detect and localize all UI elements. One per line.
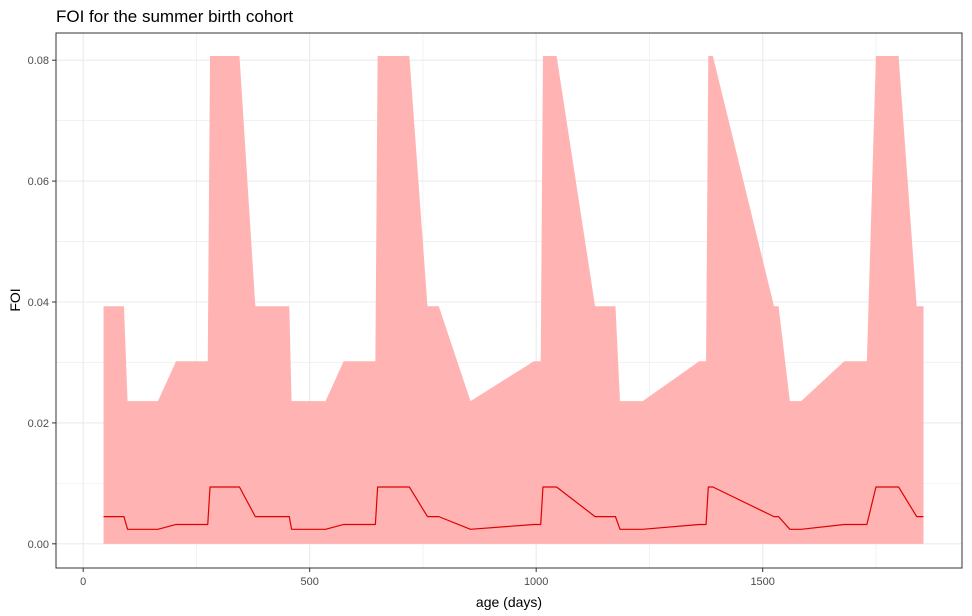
chart-title: FOI for the summer birth cohort [56, 7, 293, 26]
y-axis-title: FOI [7, 288, 23, 311]
y-tick-label: 0.04 [28, 297, 49, 309]
panel-border [55, 32, 963, 569]
x-tick-label: 500 [301, 576, 319, 588]
line-layer [103, 486, 924, 530]
x-axis-title: age (days) [476, 594, 542, 610]
y-axis: 0.00 0.02 0.04 0.06 0.08 [28, 55, 56, 551]
y-tick-label: 0.06 [28, 176, 49, 188]
median-foi-line [103, 486, 924, 530]
y-tick-label: 0.02 [28, 418, 49, 430]
x-tick-label: 1500 [750, 576, 774, 588]
x-axis: 0 500 1000 1500 [80, 568, 775, 588]
x-tick-label: 1000 [524, 576, 548, 588]
y-tick-label: 0.00 [28, 539, 49, 551]
x-tick-label: 0 [80, 576, 86, 588]
y-tick-label: 0.08 [28, 55, 49, 67]
credible-interval-ribbon [103, 55, 924, 544]
ribbon-layer [103, 55, 924, 544]
